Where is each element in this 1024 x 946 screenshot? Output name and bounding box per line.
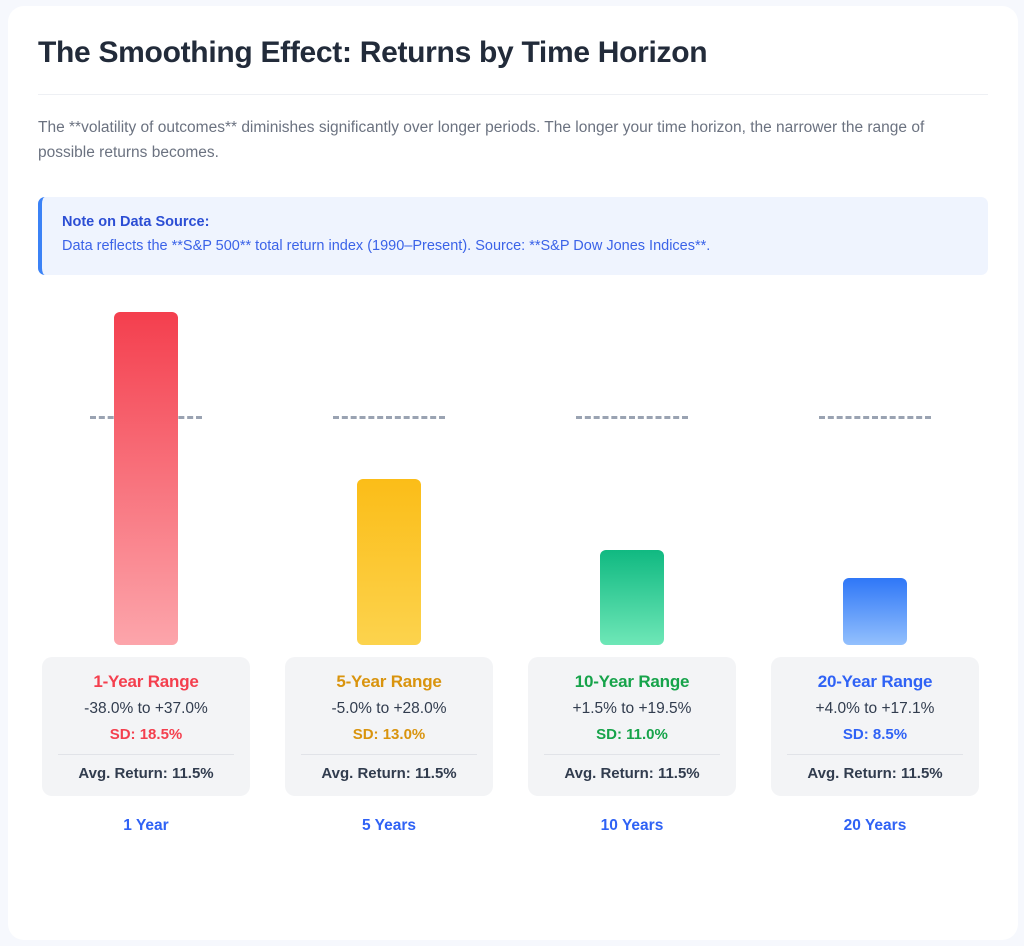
bar-plot-area: [281, 303, 497, 655]
range-label: 5-Year Range: [336, 671, 442, 691]
standard-deviation: SD: 13.0%: [352, 725, 426, 743]
average-return: Avg. Return: 11.5%: [321, 764, 457, 782]
range-label: 1-Year Range: [93, 671, 199, 691]
returns-bar-chart: 1-Year Range -38.0% to +37.0% SD: 18.5% Avg…: [38, 303, 988, 873]
standard-deviation: SD: 18.5%: [109, 725, 183, 743]
range-value: -5.0% to +28.0%: [331, 699, 447, 717]
chart-column: 10-Year Range +1.5% to +19.5% SD: 11.0% Avg…: [524, 303, 740, 873]
stat-card: 5-Year Range -5.0% to +28.0% SD: 13.0% Avg.…: [285, 656, 493, 796]
range-label: 10-Year Range: [574, 671, 690, 691]
average-return-dashed-line: [576, 415, 688, 419]
stat-card-divider: [58, 753, 234, 755]
average-return: Avg. Return: 11.5%: [564, 764, 700, 782]
axis-label: 20 Years: [843, 816, 907, 834]
stat-card: 20-Year Range +4.0% to +17.1% SD: 8.5% Avg.…: [771, 656, 979, 796]
bar-plot-area: [38, 303, 254, 655]
callout-title: Note on Data Source:: [62, 213, 210, 230]
axis-label: 10 Years: [600, 816, 664, 834]
data-source-callout: Note on Data Source: Data reflects the *…: [38, 196, 988, 275]
content-container: The Smoothing Effect: Returns by Time Ho…: [38, 30, 988, 873]
axis-label: 1 Year: [123, 816, 169, 834]
stat-card-divider: [787, 753, 963, 755]
chart-column: 1-Year Range -38.0% to +37.0% SD: 18.5% Avg…: [38, 303, 254, 873]
callout-body: Data reflects the **S&P 500** total retu…: [62, 237, 711, 254]
range-value: -38.0% to +37.0%: [84, 699, 208, 717]
average-return: Avg. Return: 11.5%: [807, 764, 943, 782]
range-label: 20-Year Range: [817, 671, 933, 691]
range-value: +4.0% to +17.1%: [815, 699, 935, 717]
stat-card: 10-Year Range +1.5% to +19.5% SD: 11.0% Avg…: [528, 656, 736, 796]
stat-card-divider: [301, 753, 477, 755]
bar-plot-area: [524, 303, 740, 655]
page-title: The Smoothing Effect: Returns by Time Ho…: [38, 36, 708, 69]
range-bar[interactable]: [600, 549, 664, 645]
range-bar[interactable]: [843, 577, 907, 645]
chart-column: 5-Year Range -5.0% to +28.0% SD: 13.0% Avg.…: [281, 303, 497, 873]
standard-deviation: SD: 8.5%: [842, 725, 908, 743]
stat-card-divider: [544, 753, 720, 755]
title-divider: [38, 93, 988, 95]
axis-label: 5 Years: [361, 816, 417, 834]
range-value: +1.5% to +19.5%: [572, 699, 692, 717]
average-return: Avg. Return: 11.5%: [78, 764, 214, 782]
average-return-dashed-line: [333, 415, 445, 419]
range-bar[interactable]: [114, 311, 178, 645]
page-subtitle: The **volatility of outcomes** diminishe…: [38, 118, 925, 161]
chart-column: 20-Year Range +4.0% to +17.1% SD: 8.5% Avg.…: [767, 303, 983, 873]
bar-plot-area: [767, 303, 983, 655]
range-bar[interactable]: [357, 478, 421, 645]
average-return-dashed-line: [819, 415, 931, 419]
standard-deviation: SD: 11.0%: [596, 725, 668, 743]
page-card: The Smoothing Effect: Returns by Time Ho…: [8, 6, 1018, 940]
stat-card: 1-Year Range -38.0% to +37.0% SD: 18.5% Avg…: [42, 656, 250, 796]
